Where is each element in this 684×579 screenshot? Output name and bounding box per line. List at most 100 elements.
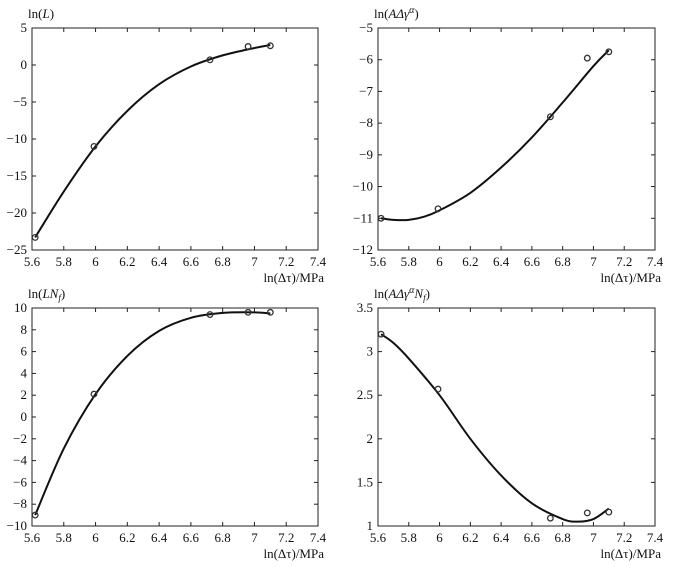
fit-curve	[34, 44, 271, 238]
data-point	[583, 54, 591, 62]
y-tick-label: 10	[14, 300, 27, 315]
data-point	[206, 56, 214, 64]
y-axis-label: ln(LNf)	[28, 286, 65, 303]
x-tick-label: 6.6	[524, 530, 541, 545]
y-tick-label: −8	[359, 115, 373, 130]
y-tick-label: 1.5	[357, 474, 373, 489]
chart-panel-1: 5.6 5.8 6 6.2 6.4 6.6 6.8 7 7.2 7.4 5 0 −5 −10 −15 −20 −…	[7, 6, 327, 285]
y-tick-label: −8	[13, 496, 27, 511]
x-tick-label: 7.4	[647, 530, 664, 545]
x-tick-label: 5.6	[370, 530, 387, 545]
data-point	[244, 43, 252, 50]
x-tick-label: 6.4	[493, 254, 510, 269]
data-point	[244, 308, 252, 316]
y-tick-label: 2.5	[357, 387, 373, 402]
y-axis-label: ln(AΔγαNf)	[374, 285, 430, 303]
y-tick-label: −20	[7, 205, 27, 220]
x-tick-label: 5.6	[24, 254, 41, 269]
x-tick-label: 5.8	[56, 254, 72, 269]
x-tick-label: 6.8	[215, 254, 231, 269]
data-point	[377, 214, 385, 222]
y-tick-label: 8	[21, 322, 28, 337]
x-tick-label: 6.6	[183, 530, 200, 545]
y-tick-label: 0	[21, 57, 28, 72]
data-point	[206, 311, 214, 318]
chart-panel-3: 5.6 5.8 6 6.2 6.4 6.6 6.8 7 7.2 7.4 10 8 6 4 2 0 −2 −4 −6 −…	[7, 286, 327, 561]
x-tick-label: 7	[590, 530, 597, 545]
plot-frame	[31, 27, 319, 251]
x-tick-label: 6.4	[151, 530, 168, 545]
y-tick-label: 2	[367, 431, 374, 446]
x-tick-label: 6.2	[462, 254, 478, 269]
y-tick-label: −9	[359, 147, 373, 162]
plot-frame	[377, 27, 656, 251]
x-tick-label: 6.2	[119, 254, 135, 269]
x-tick-label: 7.2	[616, 530, 632, 545]
x-tick-label: 6	[436, 254, 443, 269]
x-tick-label: 6.2	[119, 530, 135, 545]
x-tick-label: 5.8	[401, 530, 417, 545]
y-tick-label: −12	[353, 242, 373, 257]
data-point	[377, 330, 385, 338]
y-axis-label: ln(L)	[28, 6, 54, 21]
x-tick-label: 5.6	[370, 254, 387, 269]
x-axis-label: ln(Δτ)/MPa	[600, 546, 661, 561]
x-tick-label: 7.2	[278, 530, 294, 545]
y-tick-label: −11	[353, 210, 373, 225]
y-tick-label: −10	[353, 179, 373, 194]
x-tick-label: 7.4	[647, 254, 664, 269]
x-tick-label: 6.8	[215, 530, 231, 545]
data-point	[90, 142, 98, 150]
y-tick-label: 3	[367, 344, 374, 359]
data-point	[90, 390, 98, 398]
x-tick-label: 6.8	[555, 530, 571, 545]
plot-frame	[31, 307, 319, 527]
x-axis-label: ln(Δτ)/MPa	[263, 270, 324, 285]
x-tick-label: 7.2	[278, 254, 294, 269]
y-tick-label: −10	[7, 518, 27, 533]
data-point	[266, 308, 274, 316]
data-point	[434, 385, 442, 393]
fit-curve	[380, 49, 610, 222]
x-tick-label: 7	[251, 530, 258, 545]
y-axis-label: ln(AΔγα)	[374, 5, 419, 21]
x-tick-label: 6.6	[524, 254, 541, 269]
y-tick-label: −25	[7, 242, 27, 257]
x-tick-label: 7	[251, 254, 258, 269]
y-tick-label: −5	[359, 20, 373, 35]
x-tick-label: 6.2	[462, 530, 478, 545]
y-tick-label: 3.5	[357, 300, 373, 315]
x-axis-label: ln(Δτ)/MPa	[263, 546, 324, 561]
y-tick-label: 5	[21, 20, 28, 35]
data-point	[605, 508, 613, 516]
x-tick-label: 5.6	[24, 530, 41, 545]
data-point	[434, 205, 442, 213]
y-tick-label: 0	[21, 409, 28, 424]
data-point	[605, 48, 613, 56]
y-tick-label: −10	[7, 131, 27, 146]
data-point	[31, 511, 39, 519]
data-point	[583, 509, 591, 517]
fit-curve	[380, 333, 610, 523]
x-tick-label: 7	[590, 254, 597, 269]
x-tick-label: 6	[92, 530, 99, 545]
x-tick-label: 6.6	[183, 254, 200, 269]
x-tick-label: 6	[436, 530, 443, 545]
x-tick-label: 7.4	[310, 254, 327, 269]
data-point	[546, 113, 554, 121]
y-tick-label: −5	[13, 94, 27, 109]
data-point	[266, 42, 274, 50]
y-tick-label: −2	[13, 431, 27, 446]
x-tick-label: 6	[92, 254, 99, 269]
x-tick-label: 5.8	[56, 530, 72, 545]
x-tick-label: 5.8	[401, 254, 417, 269]
y-tick-label: 4	[21, 365, 28, 380]
data-point	[31, 233, 39, 241]
y-tick-label: 6	[21, 344, 28, 359]
chart-panel-4: 5.6 5.8 6 6.2 6.4 6.6 6.8 7 7.2 7.4 3.5 3 2.5 2 1.5 1 ln…	[357, 285, 664, 561]
y-tick-label: −15	[7, 168, 27, 183]
x-tick-label: 6.4	[493, 530, 510, 545]
y-tick-label: −4	[13, 453, 27, 468]
x-tick-label: 6.4	[151, 254, 168, 269]
